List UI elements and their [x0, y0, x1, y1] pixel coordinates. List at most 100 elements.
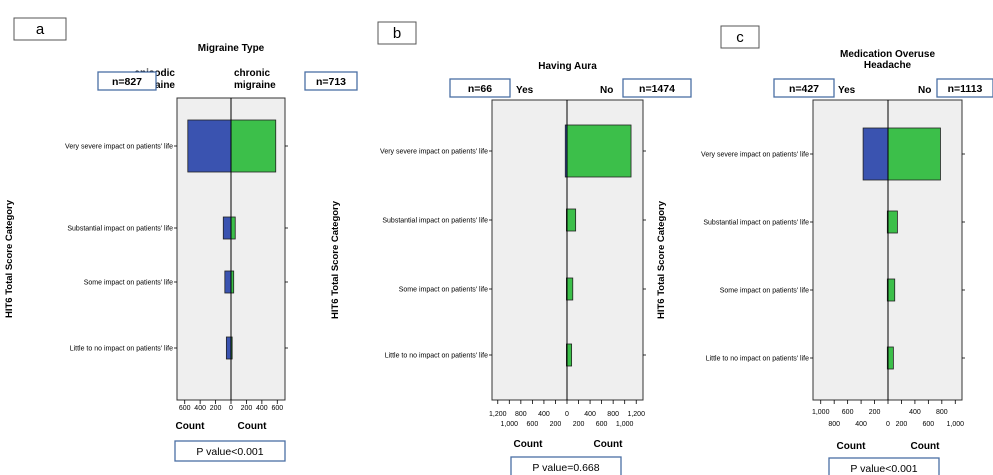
x-tick-label: 400	[909, 409, 921, 416]
x-tick-label: 0	[886, 421, 890, 428]
x-tick-label: 200	[573, 421, 585, 428]
category-label: Very severe impact on patients' life	[701, 152, 809, 159]
bar-right	[566, 277, 574, 301]
x-tick-label: 400	[584, 411, 596, 418]
panel-letter-box	[377, 21, 417, 45]
x-axis-label-left: Count	[837, 441, 867, 452]
x-tick-label: 200	[241, 405, 253, 412]
x-tick-label: 800	[936, 409, 948, 416]
right-group-label: No	[600, 85, 613, 96]
panel-letter: a	[36, 21, 45, 38]
x-tick-label: 200	[896, 421, 908, 428]
category-label: Substantial impact on patients' life	[703, 220, 809, 227]
x-axis-label-left: Count	[514, 439, 544, 450]
bar-right	[566, 124, 632, 178]
x-tick-label: 1,000	[947, 421, 965, 428]
x-axis-label-right: Count	[238, 421, 268, 432]
x-tick-label: 200	[869, 409, 881, 416]
right-group-label: chronic	[234, 68, 271, 79]
bar-right	[887, 346, 894, 370]
bar-right	[230, 216, 236, 240]
chart-title: Medication Overuse	[840, 49, 935, 60]
bar-left	[222, 216, 232, 240]
category-label: Some impact on patients' life	[399, 287, 488, 294]
x-axis-label-right: Count	[911, 441, 941, 452]
right-n-label-box	[304, 71, 358, 91]
x-tick-label: 600	[923, 421, 935, 428]
category-label: Substantial impact on patients' life	[67, 226, 173, 233]
left-group-label: Yes	[516, 85, 534, 96]
x-tick-label: 0	[229, 405, 233, 412]
right-n-label-box	[936, 78, 993, 98]
x-tick-label: 400	[855, 421, 867, 428]
right-n-label: n=713	[316, 76, 346, 88]
x-tick-label: 400	[256, 405, 268, 412]
bar-right	[887, 210, 898, 234]
category-label: Little to no impact on patients' life	[385, 353, 488, 360]
x-tick-label: 600	[842, 409, 854, 416]
p-value: P value<0.001	[196, 446, 263, 458]
x-tick-label: 800	[607, 411, 619, 418]
x-tick-label: 800	[515, 411, 527, 418]
bar-right	[566, 343, 573, 367]
bar-left	[862, 127, 889, 181]
category-label: Some impact on patients' life	[720, 288, 809, 295]
chart-panel-b: b Having Aura Yes No n=66 n=1474 Very severe i…	[330, 21, 692, 475]
x-tick-label: 400	[194, 405, 206, 412]
x-tick-label: 1,200	[627, 411, 645, 418]
bar-right	[230, 119, 277, 173]
panel-letter-box	[13, 17, 67, 41]
x-tick-label: 600	[596, 421, 608, 428]
category-label: Some impact on patients' life	[84, 280, 173, 287]
p-value-box	[510, 456, 622, 475]
bar-left	[224, 270, 232, 294]
x-tick-label: 0	[565, 411, 569, 418]
bar-right	[887, 127, 941, 181]
left-n-label: n=66	[468, 83, 492, 95]
chart-title: Having Aura	[538, 61, 597, 72]
p-value: P value<0.001	[850, 463, 917, 475]
p-value-box	[828, 457, 940, 475]
x-tick-label: 200	[550, 421, 562, 428]
left-n-label-box	[449, 78, 511, 98]
y-axis-label: HIT6 Total Score Category	[4, 199, 15, 318]
x-tick-label: 200	[210, 405, 222, 412]
x-tick-label: 600	[179, 405, 191, 412]
right-n-label-box	[622, 78, 692, 98]
panel-letter: b	[393, 25, 401, 42]
right-group-label: migraine	[234, 80, 276, 91]
left-n-label: n=427	[789, 83, 819, 95]
y-axis-label: HIT6 Total Score Category	[656, 200, 667, 319]
category-label: Little to no impact on patients' life	[706, 356, 809, 363]
panel-letter: c	[736, 29, 744, 46]
bar-right	[887, 278, 896, 302]
right-n-label: n=1474	[639, 83, 675, 95]
left-n-label-box	[773, 78, 835, 98]
x-tick-label: 600	[271, 405, 283, 412]
category-label: Very severe impact on patients' life	[65, 144, 173, 151]
right-group-label: No	[918, 85, 931, 96]
category-label: Substantial impact on patients' life	[382, 218, 488, 225]
x-tick-label: 600	[527, 421, 539, 428]
x-tick-label: 800	[828, 421, 840, 428]
panel-letter-box	[720, 25, 760, 49]
left-n-label: n=827	[112, 76, 142, 88]
p-value: P value=0.668	[532, 462, 599, 474]
right-n-label: n=1113	[948, 83, 983, 95]
x-tick-label: 1,000	[812, 409, 830, 416]
left-n-label-box	[97, 71, 157, 91]
bar-left	[225, 336, 232, 360]
chart-title: Headache	[864, 60, 912, 71]
x-tick-label: 1,000	[616, 421, 634, 428]
category-label: Very severe impact on patients' life	[380, 149, 488, 156]
bar-left	[187, 119, 232, 173]
chart-title: Migraine Type	[198, 43, 265, 54]
x-tick-label: 400	[538, 411, 550, 418]
left-group-label: Yes	[838, 85, 856, 96]
x-tick-label: 1,000	[501, 421, 519, 428]
category-label: Little to no impact on patients' life	[70, 346, 173, 353]
x-axis-label-left: Count	[176, 421, 206, 432]
